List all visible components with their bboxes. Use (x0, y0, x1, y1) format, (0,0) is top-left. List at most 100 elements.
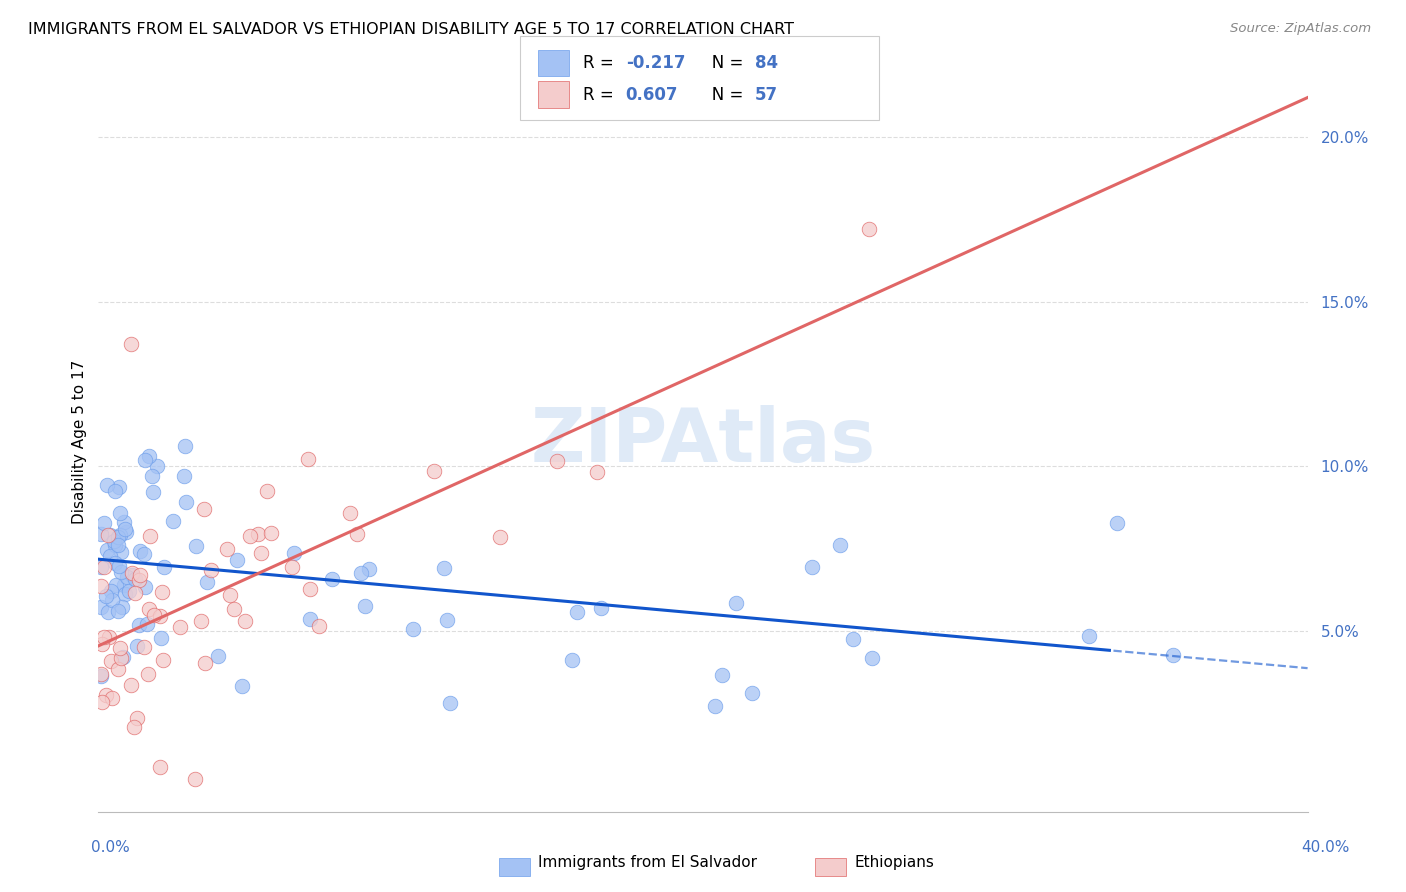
Point (107, 604, 129, 618)
Text: ZIPAtlas: ZIPAtlas (530, 405, 876, 478)
Point (96, 477, 118, 491)
Point (104, 578, 127, 592)
Point (91, 637, 114, 651)
Point (129, 567, 152, 582)
Point (118, 583, 141, 598)
Point (297, 452, 319, 467)
Point (114, 587, 136, 601)
Point (233, 614, 256, 628)
Point (112, 515, 135, 529)
Point (830, 538, 852, 552)
Point (110, 506, 132, 520)
Point (858, 222, 880, 236)
Point (150, 585, 173, 599)
Point (110, 528, 132, 542)
Point (222, 601, 245, 615)
Point (128, 617, 150, 632)
Point (724, 596, 747, 610)
Point (146, 459, 169, 474)
Point (402, 622, 425, 636)
Point (136, 667, 159, 681)
Text: N =: N = (696, 86, 748, 103)
Point (93, 559, 115, 574)
Text: 40.0%: 40.0% (1302, 840, 1350, 855)
Point (138, 602, 160, 616)
Point (195, 575, 218, 590)
Point (120, 678, 142, 692)
Point (90, 559, 112, 574)
Point (104, 556, 127, 570)
Point (98, 528, 121, 542)
Point (136, 617, 159, 632)
Point (94, 589, 117, 603)
Point (117, 570, 139, 584)
Point (110, 545, 132, 559)
Point (128, 573, 150, 587)
Point (132, 640, 155, 654)
Point (173, 468, 195, 483)
Point (169, 620, 191, 634)
Point (489, 530, 512, 544)
Text: 0.607: 0.607 (626, 86, 678, 103)
Point (139, 529, 162, 543)
Point (108, 480, 131, 494)
Point (121, 568, 143, 582)
Point (439, 696, 461, 710)
Point (90, 578, 112, 592)
Point (1078, 629, 1101, 643)
Point (93, 516, 115, 530)
Point (127, 639, 149, 653)
Point (174, 495, 197, 509)
Point (299, 582, 322, 596)
Point (127, 711, 149, 725)
Point (128, 543, 150, 558)
Point (134, 580, 156, 594)
Point (98, 549, 121, 563)
Text: 57: 57 (755, 86, 778, 103)
Point (97, 630, 120, 644)
Text: N =: N = (696, 54, 748, 72)
Point (107, 559, 129, 574)
Point (134, 547, 156, 561)
Point (103, 533, 125, 548)
Point (184, 539, 207, 553)
Point (433, 561, 456, 575)
Y-axis label: Disability Age 5 to 17: Disability Age 5 to 17 (72, 359, 87, 524)
Point (215, 541, 238, 556)
Point (100, 690, 122, 705)
Point (141, 469, 163, 483)
Point (842, 632, 865, 646)
Point (162, 514, 184, 528)
Point (111, 599, 134, 614)
Point (561, 653, 583, 667)
Text: R =: R = (583, 86, 620, 103)
Point (90, 668, 112, 682)
Point (142, 485, 165, 500)
Point (193, 502, 215, 516)
Point (149, 631, 172, 645)
Point (246, 527, 269, 541)
Point (96, 543, 118, 558)
Point (183, 772, 205, 786)
Point (174, 439, 197, 453)
Point (256, 483, 278, 498)
Point (112, 578, 135, 592)
Point (90, 526, 112, 541)
Point (219, 588, 242, 602)
Text: Ethiopians: Ethiopians (855, 855, 935, 870)
Point (1105, 516, 1128, 530)
Point (97, 528, 120, 542)
Point (200, 563, 222, 577)
Text: Source: ZipAtlas.com: Source: ZipAtlas.com (1230, 22, 1371, 36)
Point (107, 530, 129, 544)
Point (120, 337, 142, 351)
Point (231, 679, 253, 693)
Text: IMMIGRANTS FROM EL SALVADOR VS ETHIOPIAN DISABILITY AGE 5 TO 17 CORRELATION CHAR: IMMIGRANTS FROM EL SALVADOR VS ETHIOPIAN… (28, 22, 794, 37)
Point (104, 538, 127, 552)
Text: 0.0%: 0.0% (91, 840, 131, 855)
Point (711, 667, 734, 681)
Point (339, 506, 361, 520)
Point (283, 546, 305, 560)
Point (100, 654, 122, 668)
Point (308, 619, 330, 633)
